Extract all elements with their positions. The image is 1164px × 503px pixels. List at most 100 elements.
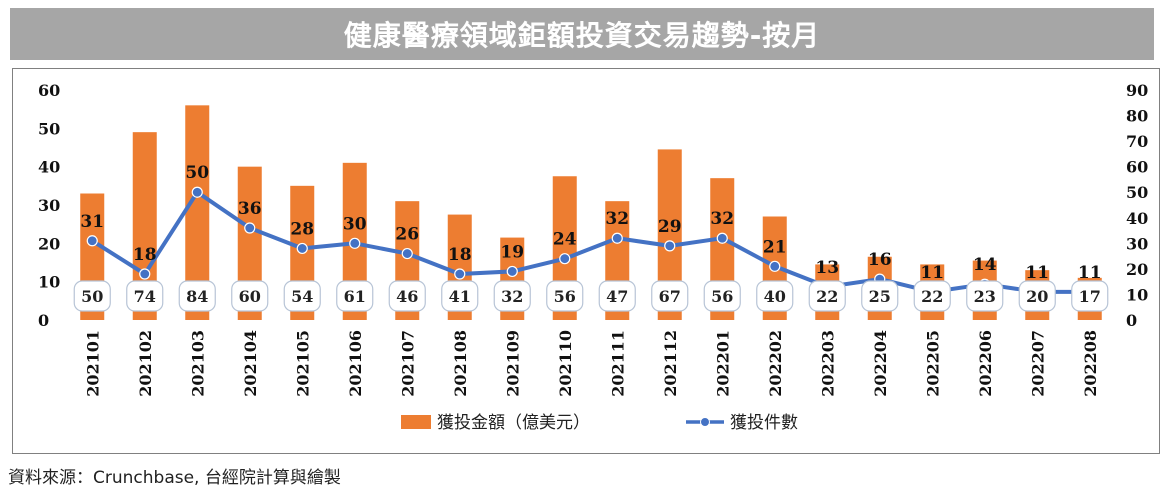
left-axis-ticks: 0 10 20 30 40 50 60 bbox=[38, 81, 60, 330]
x-tick-label: 202205 bbox=[923, 330, 942, 397]
chart-title: 健康醫療領域鉅額投資交易趨勢-按月 bbox=[343, 19, 821, 52]
amount-label: 50 bbox=[81, 287, 103, 306]
legend-line-marker bbox=[700, 417, 710, 427]
amount-label-box bbox=[598, 280, 636, 312]
right-tick-label: 80 bbox=[1126, 107, 1148, 126]
amount-label-box bbox=[756, 280, 794, 312]
amount-label: 41 bbox=[449, 287, 471, 306]
legend-line-label: 獲投件數 bbox=[730, 413, 798, 433]
x-tick-label: 202105 bbox=[293, 330, 312, 397]
x-tick-label: 202107 bbox=[398, 330, 417, 397]
count-label: 29 bbox=[658, 217, 682, 237]
amount-label: 25 bbox=[869, 287, 891, 306]
right-tick-label: 0 bbox=[1126, 311, 1137, 330]
right-tick-label: 30 bbox=[1126, 234, 1148, 253]
amount-label: 74 bbox=[134, 287, 156, 306]
left-tick-label: 20 bbox=[38, 234, 60, 253]
count-label: 36 bbox=[238, 199, 262, 219]
amount-label-box bbox=[913, 280, 951, 312]
count-label: 14 bbox=[973, 255, 997, 275]
chart-frame bbox=[12, 68, 1160, 454]
count-label: 18 bbox=[448, 245, 472, 265]
amount-label: 61 bbox=[344, 287, 366, 306]
count-label: 32 bbox=[605, 209, 629, 229]
count-label: 18 bbox=[133, 245, 157, 265]
amount-label-box bbox=[861, 280, 899, 312]
amount-label-box bbox=[441, 280, 479, 312]
amount-label: 46 bbox=[396, 287, 418, 306]
amount-label: 47 bbox=[606, 287, 628, 306]
amount-labels: 50 74 84 60 54 61 46 41 32 56 47 67 56 40 22 25 22 23 20 17 bbox=[73, 280, 1109, 312]
x-tick-label: 202101 bbox=[83, 330, 102, 397]
count-marker bbox=[454, 268, 466, 280]
amount-label-box bbox=[1018, 280, 1056, 312]
amount-label-box bbox=[283, 280, 321, 312]
amount-label-box bbox=[73, 280, 111, 312]
left-tick-label: 10 bbox=[38, 273, 60, 292]
right-tick-label: 90 bbox=[1126, 81, 1148, 100]
amount-label-box bbox=[231, 280, 269, 312]
right-tick-label: 70 bbox=[1126, 132, 1148, 151]
count-marker bbox=[716, 232, 728, 244]
x-tick-label: 202206 bbox=[976, 330, 995, 397]
count-label: 26 bbox=[395, 225, 419, 245]
amount-label-box bbox=[336, 280, 374, 312]
amount-label-box bbox=[808, 280, 846, 312]
chart-title-bar: 健康醫療領域鉅額投資交易趨勢-按月 bbox=[10, 8, 1154, 60]
x-tick-label: 202207 bbox=[1028, 330, 1047, 397]
right-tick-label: 20 bbox=[1126, 260, 1148, 279]
amount-label-box bbox=[126, 280, 164, 312]
count-marker bbox=[244, 222, 256, 234]
amount-label: 20 bbox=[1026, 287, 1048, 306]
count-label: 11 bbox=[920, 263, 944, 283]
x-tick-label: 202109 bbox=[503, 330, 522, 397]
count-marker bbox=[86, 235, 98, 247]
x-tick-label: 202102 bbox=[136, 330, 155, 397]
count-marker bbox=[401, 247, 413, 260]
legend: 獲投金額（億美元） 獲投件數 bbox=[401, 413, 798, 433]
amount-label: 17 bbox=[1079, 287, 1101, 306]
count-labels: 31 18 50 36 28 30 26 18 19 24 32 29 32 21 13 16 11 14 11 11 bbox=[80, 163, 1101, 283]
x-tick-label: 202201 bbox=[713, 330, 732, 397]
count-marker bbox=[506, 265, 518, 278]
amount-label-box bbox=[1071, 280, 1109, 312]
amount-label-box bbox=[178, 280, 216, 312]
amount-label-box bbox=[388, 280, 426, 312]
count-label: 21 bbox=[763, 237, 787, 257]
count-label: 31 bbox=[80, 212, 104, 232]
count-label: 50 bbox=[185, 163, 209, 183]
x-tick-label: 202103 bbox=[188, 330, 207, 397]
x-tick-label: 202111 bbox=[608, 330, 627, 397]
amount-label: 84 bbox=[186, 287, 208, 306]
count-label: 19 bbox=[500, 242, 524, 262]
right-axis-ticks: 0 10 20 30 40 50 60 70 80 90 bbox=[1126, 81, 1148, 330]
legend-bar-swatch bbox=[401, 415, 431, 429]
x-axis-ticks: 202101 202102 202103 202104 202105 202106 2021… bbox=[83, 330, 1100, 397]
legend-bar-label: 獲投金額（億美元） bbox=[437, 413, 590, 433]
x-tick-label: 202108 bbox=[451, 330, 470, 397]
x-tick-label: 202204 bbox=[871, 330, 890, 397]
chart-canvas: 0 10 20 30 40 50 60 0 10 20 30 40 50 60 70 80 90 50 74 84… bbox=[38, 81, 1148, 433]
left-tick-label: 60 bbox=[38, 81, 60, 100]
x-tick-label: 202110 bbox=[556, 330, 575, 397]
count-label: 16 bbox=[868, 250, 892, 270]
amount-label: 54 bbox=[291, 287, 313, 306]
right-tick-label: 10 bbox=[1126, 285, 1148, 304]
x-tick-label: 202112 bbox=[661, 330, 680, 397]
amount-label-box bbox=[493, 280, 531, 312]
count-marker bbox=[559, 253, 571, 265]
amount-label-box bbox=[651, 280, 689, 312]
count-marker bbox=[349, 237, 361, 249]
count-marker bbox=[611, 232, 623, 244]
x-tick-label: 202208 bbox=[1081, 330, 1100, 397]
count-marker bbox=[296, 242, 308, 255]
left-tick-label: 40 bbox=[38, 158, 60, 177]
count-label: 30 bbox=[343, 214, 367, 234]
count-label: 11 bbox=[1078, 263, 1102, 283]
count-label: 11 bbox=[1025, 263, 1049, 283]
count-label: 28 bbox=[290, 219, 314, 239]
amount-label-box bbox=[703, 280, 741, 312]
left-tick-label: 50 bbox=[38, 119, 60, 138]
count-label: 24 bbox=[553, 230, 577, 250]
amount-label-box bbox=[966, 280, 1004, 312]
